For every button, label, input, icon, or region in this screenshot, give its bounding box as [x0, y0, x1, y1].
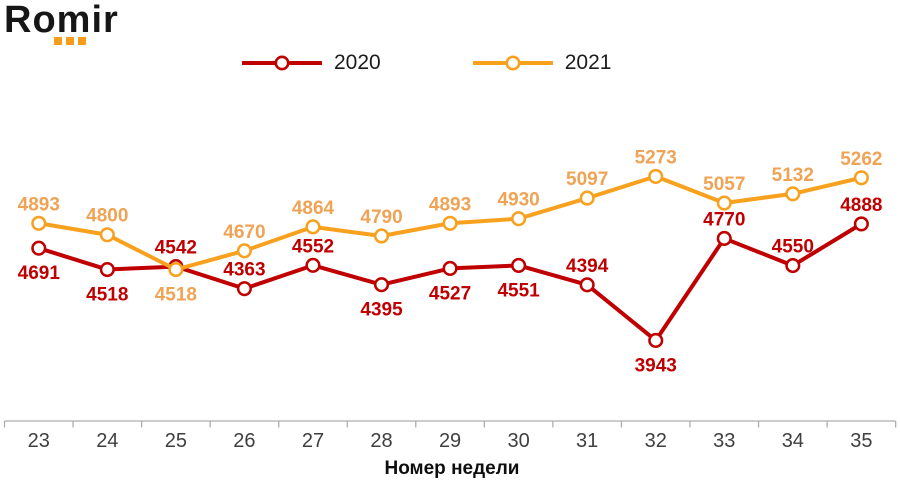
data-label-2021: 4670 [223, 222, 265, 243]
data-label-2021: 4893 [429, 194, 471, 215]
data-label-2020: 4550 [772, 237, 814, 258]
logo-dots [54, 37, 86, 45]
data-label-2021: 4864 [292, 198, 335, 219]
data-point-marker-2021 [648, 168, 664, 184]
data-point-marker-2020 [305, 257, 321, 273]
data-point-marker-2020 [579, 277, 595, 293]
data-point-marker-2020 [31, 240, 47, 256]
x-tick-label: 34 [782, 430, 804, 452]
data-label-2020: 4542 [155, 238, 197, 259]
legend-label-2020: 2020 [334, 51, 381, 74]
data-point-marker-2021 [168, 261, 184, 278]
x-tick-label: 27 [302, 430, 324, 452]
data-label-2021: 5132 [772, 165, 814, 186]
data-label-2021: 4893 [18, 194, 60, 215]
data-point-marker-2021 [579, 190, 595, 206]
legend-item-2020: 2020 [242, 51, 381, 75]
data-point-marker-2021 [305, 219, 321, 235]
data-label-2020: 4551 [497, 280, 540, 301]
data-label-2020: 4518 [86, 285, 128, 306]
chart-legend: 2020 2021 [242, 51, 611, 75]
data-point-marker-2020 [511, 257, 527, 274]
x-tick-label: 26 [233, 430, 255, 452]
data-label-2020: 4527 [429, 283, 471, 304]
x-tick-label: 23 [28, 430, 50, 452]
data-label-2020: 4394 [566, 256, 609, 277]
x-tick-label: 30 [508, 430, 530, 452]
data-label-2021: 4518 [155, 285, 197, 306]
logo-dot [78, 37, 86, 45]
data-point-marker-2021 [236, 243, 252, 259]
data-label-2021: 4790 [360, 207, 402, 228]
logo-text: Romir [4, 0, 119, 41]
data-point-marker-2020 [785, 258, 801, 274]
data-label-2020: 4770 [703, 209, 745, 230]
x-tick-label: 35 [850, 430, 872, 452]
x-tick-label: 25 [165, 430, 187, 452]
data-point-marker-2021 [99, 227, 115, 243]
data-label-2021: 5057 [703, 174, 745, 195]
legend-line-marker-icon [472, 55, 553, 71]
data-point-marker-2020 [236, 281, 252, 297]
x-tick-label: 32 [645, 430, 667, 452]
data-label-2021: 4800 [86, 206, 128, 227]
x-axis-title: Номер недели [384, 458, 519, 479]
data-label-2020: 4691 [18, 263, 61, 284]
data-point-marker-2021 [853, 170, 869, 186]
data-label-2021: 5273 [635, 147, 677, 168]
romir-logo: Romir [4, 0, 119, 45]
data-point-marker-2020 [853, 216, 869, 232]
legend-line-marker-icon [242, 55, 322, 71]
logo-dot [54, 37, 62, 45]
legend-item-2021: 2021 [472, 51, 612, 75]
data-point-marker-2020 [99, 261, 115, 278]
data-label-2020: 4552 [292, 236, 334, 257]
x-tick-label: 33 [713, 430, 735, 452]
data-label-2021: 5262 [840, 149, 882, 170]
data-label-2021: 5097 [566, 169, 608, 190]
data-point-marker-2021 [785, 186, 801, 202]
data-point-marker-2020 [716, 230, 732, 246]
x-tick-label: 31 [576, 430, 598, 452]
data-point-marker-2021 [716, 195, 732, 211]
data-point-marker-2021 [31, 215, 47, 231]
data-point-marker-2021 [442, 215, 458, 231]
data-point-marker-2020 [442, 260, 458, 276]
data-point-marker-2021 [511, 211, 527, 227]
x-tick-label: 28 [370, 430, 392, 452]
data-point-marker-2021 [373, 228, 390, 244]
data-label-2020: 4395 [360, 300, 403, 321]
x-tick-label: 24 [96, 430, 118, 452]
data-label-2020: 3943 [635, 355, 677, 376]
data-label-2020: 4363 [223, 260, 265, 281]
data-label-2020: 4888 [840, 195, 882, 216]
legend-label-2021: 2021 [564, 51, 612, 74]
data-point-marker-2020 [648, 332, 664, 349]
logo-dot [66, 37, 74, 45]
data-point-marker-2020 [373, 277, 390, 293]
x-tick-label: 29 [439, 430, 461, 452]
data-label-2021: 4930 [497, 190, 539, 211]
